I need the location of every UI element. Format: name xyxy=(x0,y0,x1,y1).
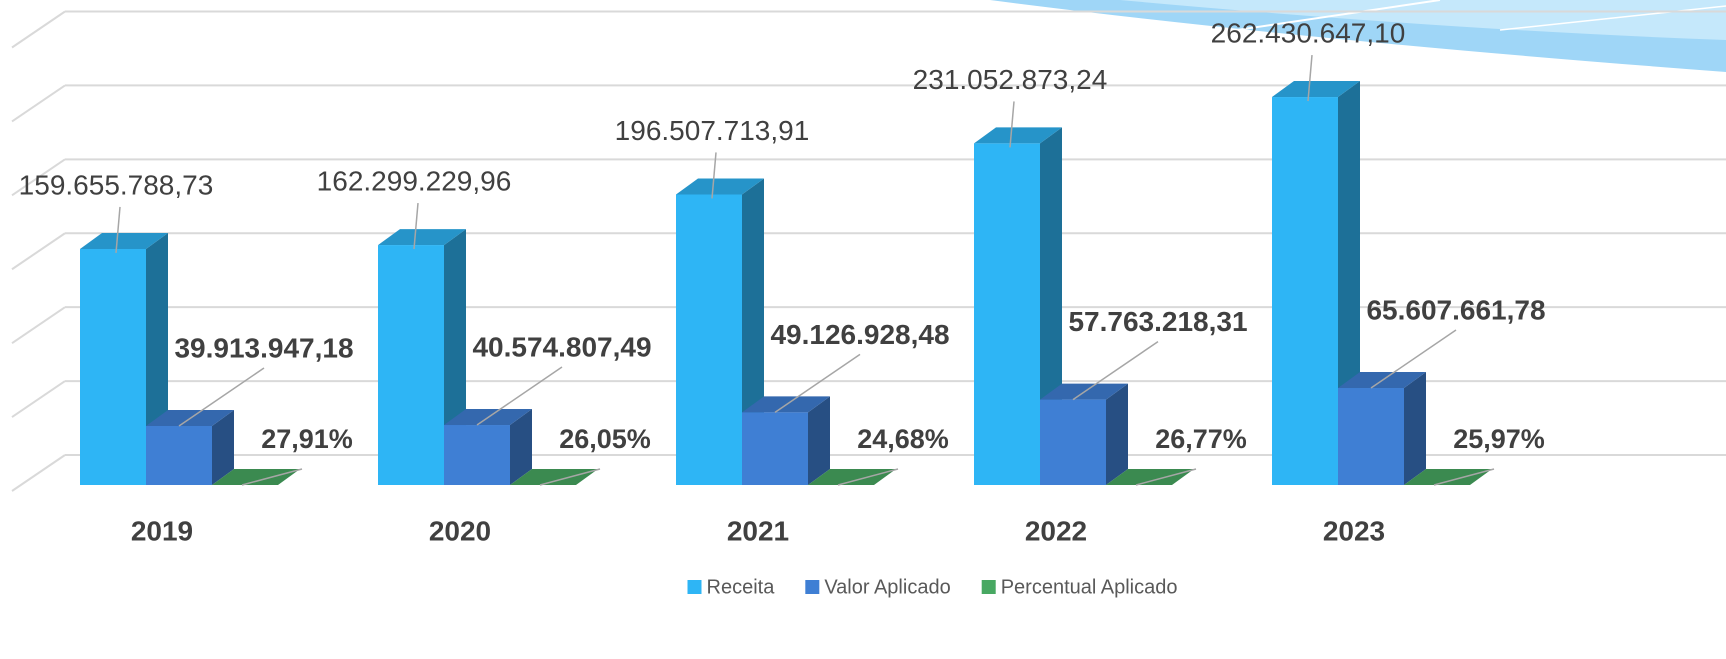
bar xyxy=(378,229,466,485)
data-label: 57.763.218,31 xyxy=(1068,306,1247,337)
legend-swatch xyxy=(805,580,820,594)
bar-front xyxy=(146,425,212,485)
grid-line xyxy=(11,454,66,492)
legend-swatch xyxy=(687,580,702,594)
bar xyxy=(444,409,532,485)
bar-top xyxy=(1272,81,1360,98)
data-label: 159.655.788,73 xyxy=(19,169,214,200)
leader-line xyxy=(774,353,861,413)
x-tick-label: 2023 xyxy=(1323,515,1385,546)
x-tick-label: 2019 xyxy=(131,515,193,546)
grid-line xyxy=(11,380,66,418)
leader-line xyxy=(413,203,419,250)
data-label: 27,91% xyxy=(261,424,353,454)
bar xyxy=(1338,372,1426,485)
data-label: 40.574.807,49 xyxy=(472,331,651,362)
data-label: 39.913.947,18 xyxy=(174,332,353,363)
bar xyxy=(1404,468,1492,485)
bar-front xyxy=(378,245,444,485)
grid xyxy=(11,10,1726,492)
bar-front xyxy=(1040,399,1106,485)
leader-line xyxy=(539,468,601,486)
leader-line xyxy=(178,367,265,427)
grid-line xyxy=(11,10,66,49)
leader-line xyxy=(1370,329,1457,389)
legend: Receita Valor Aplicado Percentual Aplicado xyxy=(687,576,1178,598)
legend-label: Percentual Aplicado xyxy=(1001,576,1178,598)
bar xyxy=(212,468,300,485)
x-tick-label: 2022 xyxy=(1025,515,1087,546)
bar-side xyxy=(808,396,830,485)
x-tick-label: 2020 xyxy=(429,515,491,546)
bar xyxy=(1106,468,1194,485)
bar xyxy=(510,468,598,485)
data-label: 24,68% xyxy=(857,424,949,454)
legend-swatch xyxy=(981,580,996,594)
bar-front xyxy=(1338,388,1404,485)
bar-top xyxy=(676,178,764,195)
leader-line xyxy=(1135,468,1197,486)
bar-top xyxy=(1106,468,1194,485)
leader-line xyxy=(1009,101,1015,148)
grid-line xyxy=(11,84,66,123)
data-label: 49.126.928,48 xyxy=(770,319,949,350)
leader-line xyxy=(241,468,303,486)
data-label: 196.507.713,91 xyxy=(615,115,810,146)
leader-line xyxy=(711,152,717,199)
legend-label: Receita xyxy=(707,576,776,598)
bar-top xyxy=(378,229,466,246)
data-label: 65.607.661,78 xyxy=(1366,294,1545,325)
decoration xyxy=(990,0,1726,72)
bar-front xyxy=(1272,97,1338,485)
x-tick-label: 2021 xyxy=(727,515,789,546)
bar-front xyxy=(444,425,510,485)
bar-top xyxy=(80,232,168,249)
legend-label: Valor Aplicado xyxy=(824,576,950,598)
grid-line xyxy=(11,306,66,344)
bar-top xyxy=(1404,468,1492,485)
bars xyxy=(80,81,1492,486)
bar-side xyxy=(212,409,234,485)
leader-line xyxy=(476,366,563,426)
leader-line xyxy=(837,468,899,486)
leader-line xyxy=(1433,468,1495,486)
grid-line xyxy=(11,158,66,197)
data-label: 26,05% xyxy=(559,424,651,454)
data-label: 262.430.647,10 xyxy=(1211,17,1406,48)
data-label: 26,77% xyxy=(1155,424,1247,454)
bar-front xyxy=(974,143,1040,486)
labels: 2019 2020 2021 2022 2023 159.655.788,73 162.29… xyxy=(19,17,1546,546)
bar xyxy=(80,232,168,485)
bar-top xyxy=(808,468,896,485)
leader-line xyxy=(115,206,121,254)
leader-line xyxy=(1307,54,1313,102)
bar-side xyxy=(1404,372,1426,485)
bar xyxy=(742,396,830,485)
bar-front xyxy=(742,412,808,485)
bar-front xyxy=(676,194,742,485)
bar-side xyxy=(510,409,532,485)
bar-top xyxy=(212,468,300,485)
bar-top xyxy=(974,127,1062,144)
data-label: 25,97% xyxy=(1453,424,1545,454)
bar-side xyxy=(1106,383,1128,485)
leader-line xyxy=(1072,340,1159,401)
bar xyxy=(146,409,234,485)
grid-line xyxy=(11,232,66,271)
bar-front xyxy=(80,248,146,485)
bar xyxy=(1040,383,1128,485)
data-label: 231.052.873,24 xyxy=(913,64,1108,95)
bar xyxy=(808,468,896,485)
bar-top xyxy=(510,468,598,485)
data-label: 162.299.229,96 xyxy=(317,165,512,196)
